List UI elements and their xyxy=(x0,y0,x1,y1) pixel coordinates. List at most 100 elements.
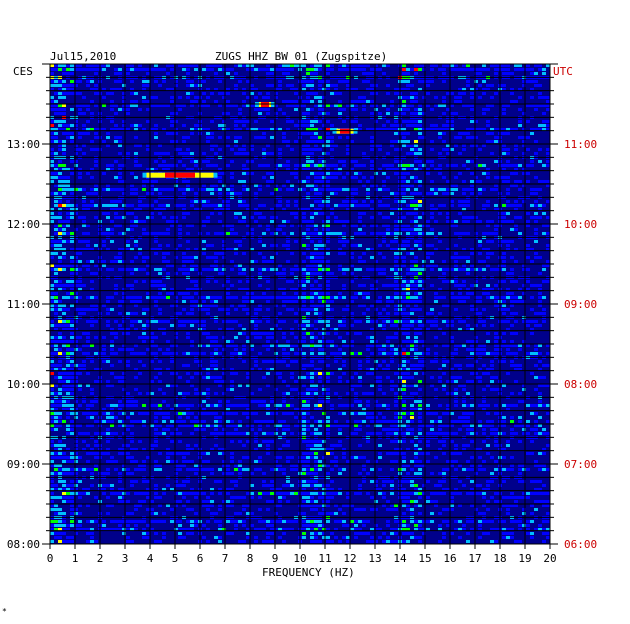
spectrogram-cell xyxy=(230,192,234,195)
spectrogram-cell xyxy=(534,312,538,315)
spectrogram-cell xyxy=(222,172,226,175)
spectrogram-cell xyxy=(454,380,458,383)
spectrogram-cell xyxy=(114,68,118,71)
spectrogram-cell xyxy=(250,84,254,87)
spectrogram-cell xyxy=(494,72,498,75)
spectrogram-cell xyxy=(58,92,62,95)
spectrogram-cell xyxy=(74,264,78,267)
spectrogram-cell xyxy=(278,228,282,231)
spectrogram-cell xyxy=(370,168,374,171)
spectrogram-cell xyxy=(318,160,322,163)
spectrogram-cell xyxy=(266,72,270,75)
spectrogram-cell xyxy=(74,228,78,231)
spectrogram-cell xyxy=(206,204,210,207)
spectrogram-cell xyxy=(502,424,506,427)
spectrogram-cell xyxy=(426,264,430,267)
spectrogram-cell xyxy=(190,384,194,387)
spectrogram-cell xyxy=(114,260,118,263)
spectrogram-cell xyxy=(310,256,314,259)
spectrogram-cell xyxy=(486,240,490,243)
spectrogram-cell xyxy=(158,380,162,383)
spectrogram-cell xyxy=(270,344,274,347)
spectrogram-cell xyxy=(502,112,506,115)
spectrogram-cell xyxy=(190,152,194,155)
spectrogram-cell xyxy=(62,328,66,331)
spectrogram-cell xyxy=(546,264,550,267)
spectrogram-cell xyxy=(206,132,210,135)
spectrogram-cell xyxy=(466,200,470,203)
spectrogram-cell xyxy=(302,308,306,311)
spectrogram-cell xyxy=(482,408,486,411)
spectrogram-cell xyxy=(82,364,86,367)
spectrogram-cell xyxy=(502,180,506,183)
spectrogram-cell xyxy=(202,160,206,163)
spectrogram-cell xyxy=(62,184,66,187)
spectrogram-cell xyxy=(490,252,494,255)
spectrogram-cell xyxy=(534,192,538,195)
spectrogram-cell xyxy=(58,112,62,115)
spectrogram-cell xyxy=(306,140,310,143)
spectrogram-cell xyxy=(54,312,58,315)
spectrogram-cell xyxy=(442,72,446,75)
spectrogram-cell xyxy=(82,368,86,371)
spectrogram-cell xyxy=(258,332,262,335)
spectrogram-cell xyxy=(270,232,274,235)
spectrogram-cell xyxy=(434,104,438,107)
spectrogram-cell xyxy=(470,284,474,287)
spectrogram-cell xyxy=(306,224,310,227)
spectrogram-cell xyxy=(278,320,282,323)
spectrogram-cell xyxy=(306,272,310,275)
spectrogram-cell xyxy=(422,268,426,271)
spectrogram-cell xyxy=(518,420,522,423)
spectrogram-cell xyxy=(354,104,358,107)
spectrogram-cell xyxy=(238,108,242,111)
spectrogram-cell xyxy=(314,136,318,139)
spectrogram-cell xyxy=(326,272,330,275)
spectrogram-cell xyxy=(50,240,54,243)
spectrogram-cell xyxy=(350,192,354,195)
spectrogram-cell xyxy=(438,204,442,207)
spectrogram-cell xyxy=(526,268,530,271)
spectrogram-cell xyxy=(234,296,238,299)
spectrogram-cell xyxy=(406,384,410,387)
spectrogram-cell xyxy=(302,64,306,67)
spectrogram-cell xyxy=(258,400,262,403)
spectrogram-cell xyxy=(366,308,370,311)
spectrogram-cell xyxy=(122,372,126,375)
spectrogram-cell xyxy=(154,232,158,235)
spectrogram-cell xyxy=(74,292,78,295)
spectrogram-cell xyxy=(246,204,250,207)
spectrogram-cell xyxy=(302,284,306,287)
spectrogram-cell xyxy=(74,92,78,95)
spectrogram-cell xyxy=(542,280,546,283)
spectrogram-cell xyxy=(58,160,62,163)
spectrogram-cell xyxy=(118,408,122,411)
spectrogram-cell xyxy=(482,208,486,211)
spectrogram-cell xyxy=(218,188,222,191)
spectrogram-cell xyxy=(70,232,74,235)
spectrogram-cell xyxy=(406,280,410,283)
spectrogram-cell xyxy=(50,244,54,247)
spectrogram-cell xyxy=(58,320,62,323)
spectrogram-cell xyxy=(526,324,530,327)
spectrogram-cell xyxy=(294,92,298,95)
spectrogram-cell xyxy=(170,292,174,295)
spectrogram-cell xyxy=(122,344,126,347)
spectrogram-cell xyxy=(342,412,346,415)
spectrogram-cell xyxy=(378,188,382,191)
spectrogram-cell xyxy=(174,180,178,183)
spectrogram-cell xyxy=(70,132,74,135)
spectrogram-cell xyxy=(358,244,362,247)
spectrogram-cell xyxy=(130,412,134,415)
spectrogram-cell xyxy=(182,300,186,303)
spectrogram-cell xyxy=(418,108,422,111)
spectrogram-cell xyxy=(50,388,54,391)
spectrogram-cell xyxy=(366,412,370,415)
spectrogram-cell xyxy=(258,240,262,243)
spectrogram-cell xyxy=(266,320,270,323)
spectrogram-cell xyxy=(166,104,170,107)
spectrogram-cell xyxy=(414,256,418,259)
spectrogram-cell xyxy=(542,68,546,71)
spectrogram-cell xyxy=(390,104,394,107)
spectrogram-cell xyxy=(86,248,90,251)
